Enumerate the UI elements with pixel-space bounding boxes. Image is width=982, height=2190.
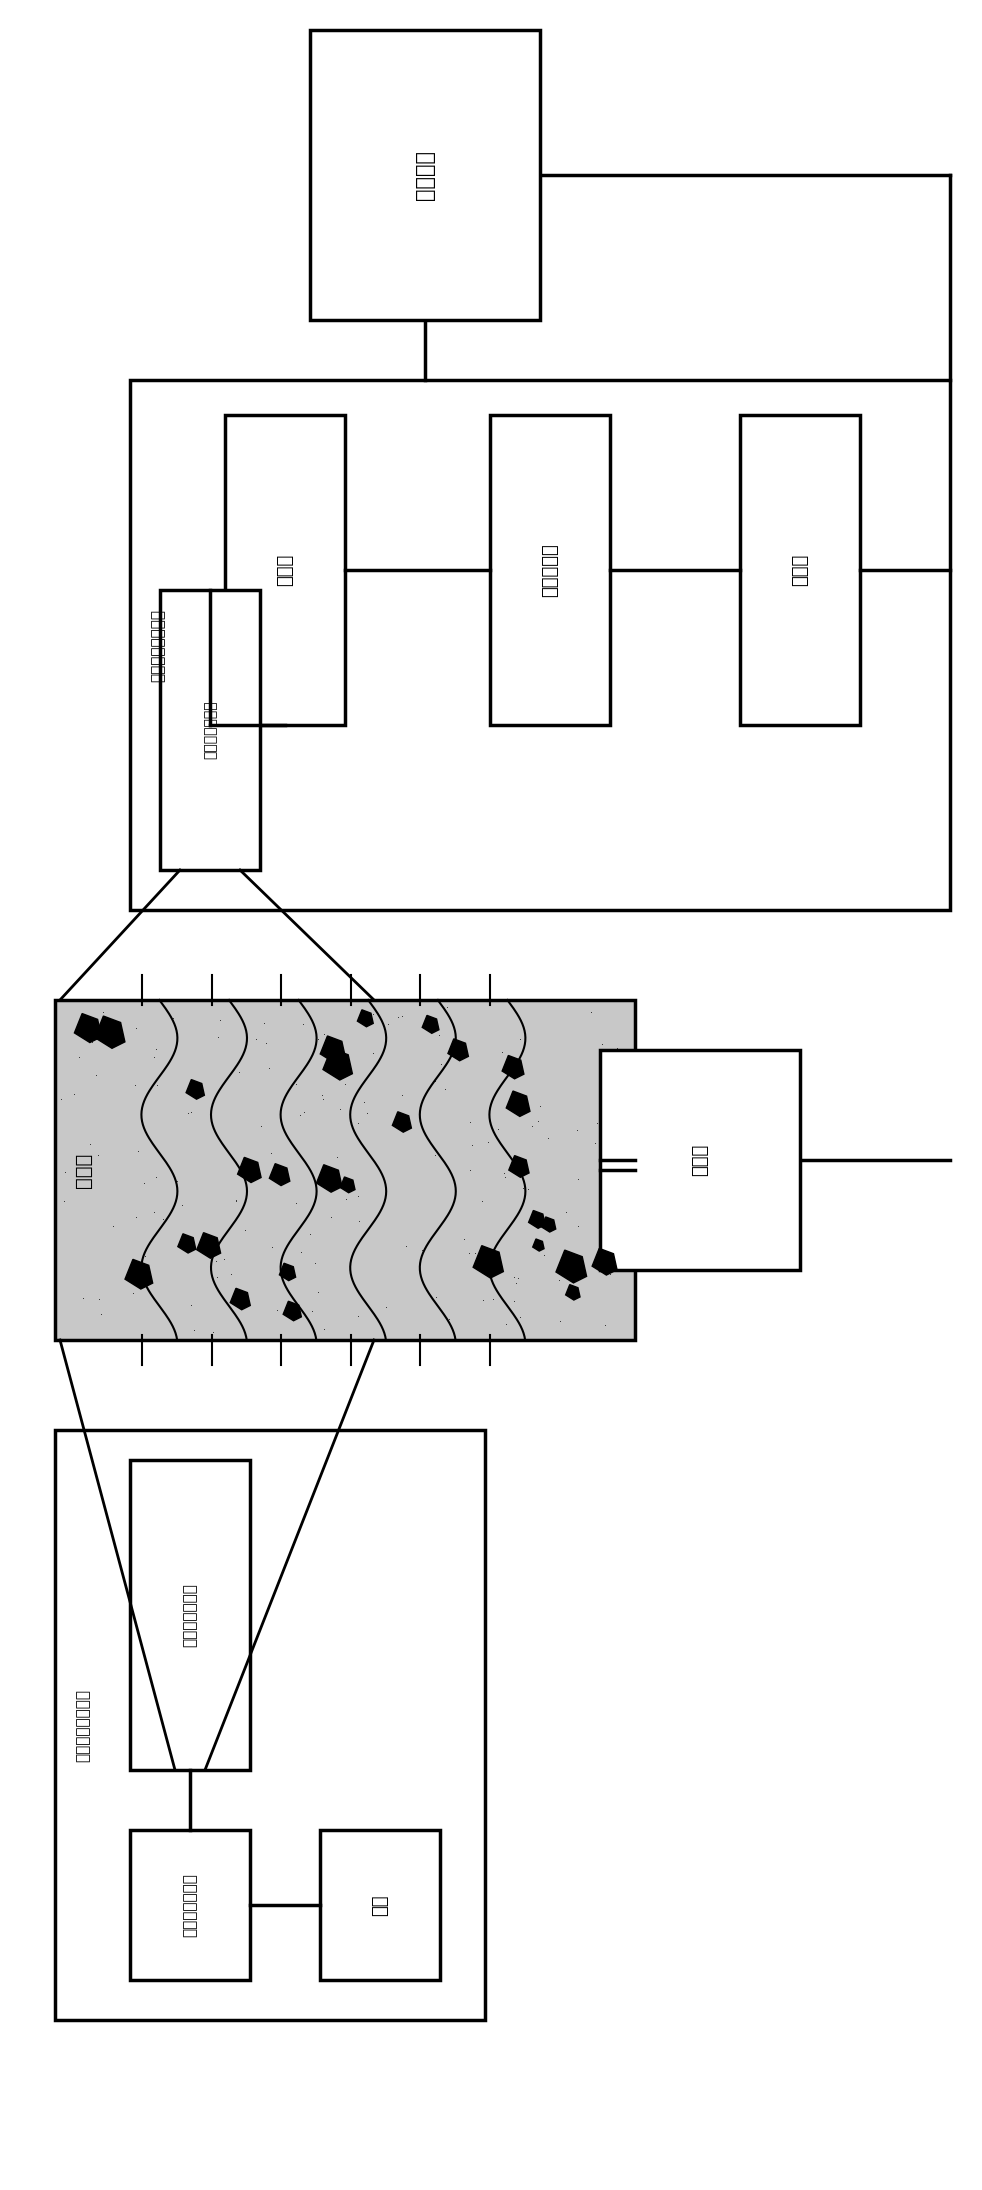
Text: 微波信号发射单元: 微波信号发射单元 [76, 1688, 90, 1761]
Bar [55, 1430, 485, 2019]
Polygon shape [316, 1165, 342, 1191]
Bar [130, 1831, 250, 1980]
Polygon shape [269, 1163, 290, 1185]
Polygon shape [473, 1246, 504, 1279]
Text: 微波信号接收器: 微波信号接收器 [203, 701, 217, 760]
Polygon shape [528, 1211, 545, 1229]
Text: 容重器: 容重器 [691, 1143, 709, 1176]
Polygon shape [542, 1218, 556, 1233]
Polygon shape [280, 1264, 296, 1281]
Text: 控制单元: 控制单元 [415, 149, 435, 199]
Polygon shape [422, 1016, 439, 1034]
Polygon shape [95, 1016, 125, 1049]
Polygon shape [178, 1233, 195, 1253]
Polygon shape [196, 1233, 221, 1259]
Text: 运算放大器: 运算放大器 [541, 543, 559, 598]
Polygon shape [323, 1049, 353, 1080]
Bar [310, 31, 540, 320]
Text: 电源: 电源 [371, 1894, 389, 1916]
Polygon shape [592, 1248, 617, 1275]
Polygon shape [448, 1038, 468, 1060]
Bar [225, 414, 345, 725]
Text: 电压表: 电压表 [791, 554, 809, 587]
Polygon shape [75, 1014, 101, 1042]
Polygon shape [341, 1176, 355, 1194]
Bar [160, 589, 260, 869]
Polygon shape [238, 1156, 261, 1183]
Polygon shape [393, 1113, 411, 1132]
Bar [320, 1831, 440, 1980]
Polygon shape [357, 1010, 373, 1027]
Polygon shape [125, 1259, 152, 1290]
Polygon shape [502, 1056, 524, 1080]
Bar [130, 381, 950, 911]
Polygon shape [507, 1091, 530, 1117]
Text: 微波信号接收单元: 微波信号接收单元 [150, 609, 166, 681]
Text: 微波信号放大器: 微波信号放大器 [183, 1583, 197, 1647]
Bar [130, 1461, 250, 1770]
Polygon shape [187, 1080, 204, 1099]
Bar [600, 1049, 800, 1270]
Polygon shape [533, 1240, 544, 1250]
Bar [55, 1001, 635, 1340]
Polygon shape [283, 1301, 301, 1321]
Polygon shape [566, 1286, 580, 1301]
Polygon shape [556, 1250, 586, 1283]
Bar [740, 414, 860, 725]
Text: 物料仓: 物料仓 [74, 1152, 92, 1187]
Text: 微波介质振荡器: 微波介质振荡器 [183, 1872, 197, 1936]
Text: 检波器: 检波器 [276, 554, 294, 587]
Bar [490, 414, 610, 725]
Polygon shape [320, 1036, 346, 1062]
Polygon shape [230, 1288, 250, 1310]
Polygon shape [509, 1156, 529, 1178]
Polygon shape [128, 1266, 144, 1286]
